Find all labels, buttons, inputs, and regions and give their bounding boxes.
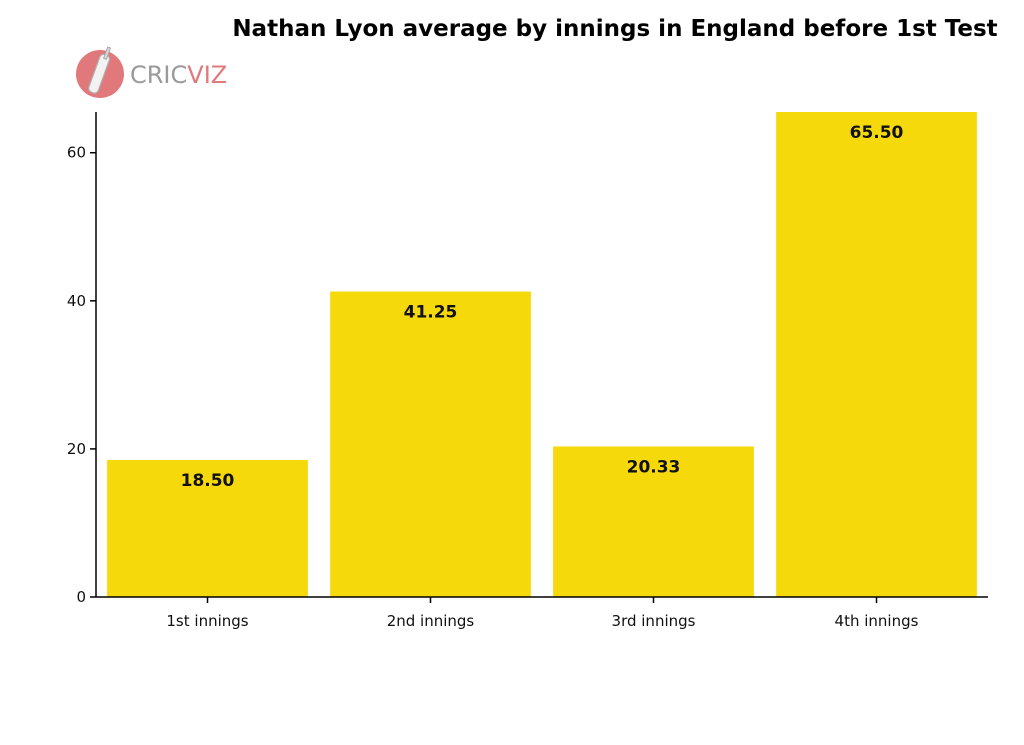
bar-value-label-2: 41.25: [404, 303, 458, 323]
x-tick-label-1: 1st innings: [166, 612, 248, 630]
logo-text-prefix: CRIC: [130, 61, 187, 89]
y-tick-label-40: 40: [67, 292, 86, 310]
bar-3: [553, 446, 754, 597]
bar-4: [776, 112, 977, 597]
logo-bat-icon: [88, 46, 112, 94]
y-tick-label-20: 20: [67, 440, 86, 458]
bar-value-label-1: 18.50: [181, 471, 235, 491]
bars-group: [107, 112, 977, 597]
x-axis: 1st innings 2nd innings 3rd innings 4th inn…: [96, 596, 988, 630]
bar-2: [330, 291, 531, 597]
bar-value-label-4: 65.50: [850, 123, 904, 143]
bar-value-label-3: 20.33: [627, 457, 681, 477]
logo-wordmark: CRICVIZ: [130, 61, 227, 89]
y-tick-label-0: 0: [76, 588, 86, 606]
x-tick-label-4: 4th innings: [835, 612, 919, 630]
y-axis: 0 20 40 60: [67, 112, 97, 606]
logo-text-suffix: VIZ: [187, 61, 227, 89]
x-tick-label-2: 2nd innings: [387, 612, 475, 630]
bar-1: [107, 460, 308, 597]
y-tick-label-60: 60: [67, 144, 86, 162]
x-tick-label-3: 3rd innings: [612, 612, 696, 630]
bar-labels-group: 18.50 41.25 20.33 65.50: [181, 123, 904, 491]
cricviz-logo: CRICVIZ: [76, 46, 227, 98]
chart-title: Nathan Lyon average by innings in Englan…: [232, 16, 998, 42]
